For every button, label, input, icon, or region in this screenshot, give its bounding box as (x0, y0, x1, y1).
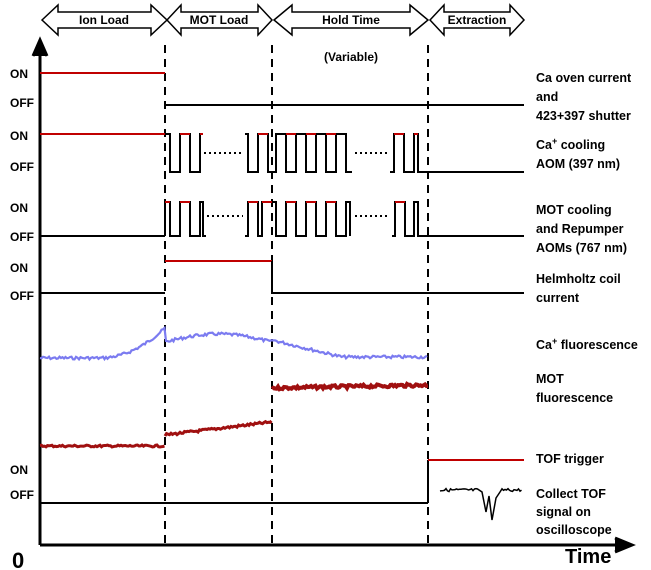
phase-label-ion-load: Ion Load (79, 13, 129, 27)
signal-tof-oscilloscope-trace (439, 487, 522, 521)
state-off-1: OFF (10, 96, 34, 110)
state-labels: ON OFF ON OFF ON OFF ON OFF ON OFF (10, 67, 34, 502)
state-on-5: ON (10, 463, 28, 477)
signal-ca-fluorescence-trace (39, 325, 428, 362)
signal-label-2b: AOM (397 nm) (536, 157, 620, 171)
signal-mot-cooling-aoms (40, 201, 524, 237)
phase-label-hold-time: Hold Time (322, 13, 380, 27)
state-off-4: OFF (10, 289, 34, 303)
phase-label-extraction: Extraction (448, 13, 507, 27)
signal-label-7a: TOF trigger (536, 452, 604, 466)
state-off-5: OFF (10, 488, 34, 502)
signal-label-1c: 423+397 shutter (536, 109, 631, 123)
signal-helmholtz-coil (40, 260, 524, 294)
signal-label-3b: and Repumper (536, 222, 624, 236)
phase-arrows (40, 3, 526, 37)
phase-arrow-mot-load (165, 3, 274, 37)
state-off-3: OFF (10, 230, 34, 244)
signal-mot-fluorescence-trace-3 (270, 381, 429, 392)
phase-arrow-hold-time (272, 3, 430, 37)
signal-label-6a: MOT (536, 372, 564, 386)
signal-label-8a: Collect TOF (536, 487, 606, 501)
signal-labels: Ca oven current and 423+397 shutter Ca+ … (536, 71, 638, 537)
signal-mot-fluorescence-trace-2 (163, 419, 273, 437)
signal-ca-cooling-aom (40, 133, 524, 173)
signal-label-4a: Helmholtz coil (536, 272, 621, 286)
signal-label-1a: Ca oven current (536, 71, 632, 85)
phase-label-mot-load: MOT Load (190, 13, 249, 27)
signal-label-3a: MOT cooling (536, 203, 612, 217)
signal-ca-oven (40, 72, 524, 106)
origin-label: 0 (12, 548, 24, 570)
phase-boundaries (164, 45, 429, 545)
phase-arrow-extraction (428, 3, 526, 37)
x-axis-arrowhead (614, 536, 636, 554)
signal-tof-trigger (40, 459, 524, 504)
y-axis-arrowhead (31, 36, 49, 57)
signal-label-6b: fluorescence (536, 391, 613, 405)
signal-label-5a: Ca+ fluorescence (536, 336, 638, 352)
signal-label-2a: Ca+ cooling (536, 136, 605, 152)
signal-label-3c: AOMs (767 nm) (536, 241, 627, 255)
axes (31, 36, 636, 554)
phase-sublabel-hold-time: (Variable) (324, 50, 378, 64)
state-off-2: OFF (10, 160, 34, 174)
state-on-2: ON (10, 129, 28, 143)
signal-label-8c: oscilloscope (536, 523, 612, 537)
x-axis-label: Time (565, 546, 611, 568)
state-on-1: ON (10, 67, 28, 81)
signal-label-1b: and (536, 90, 558, 104)
signal-label-4b: current (536, 291, 580, 305)
signal-mot-fluorescence-trace-1 (39, 443, 165, 449)
state-on-3: ON (10, 201, 28, 215)
state-on-4: ON (10, 261, 28, 275)
signal-label-8b: signal on (536, 505, 591, 519)
